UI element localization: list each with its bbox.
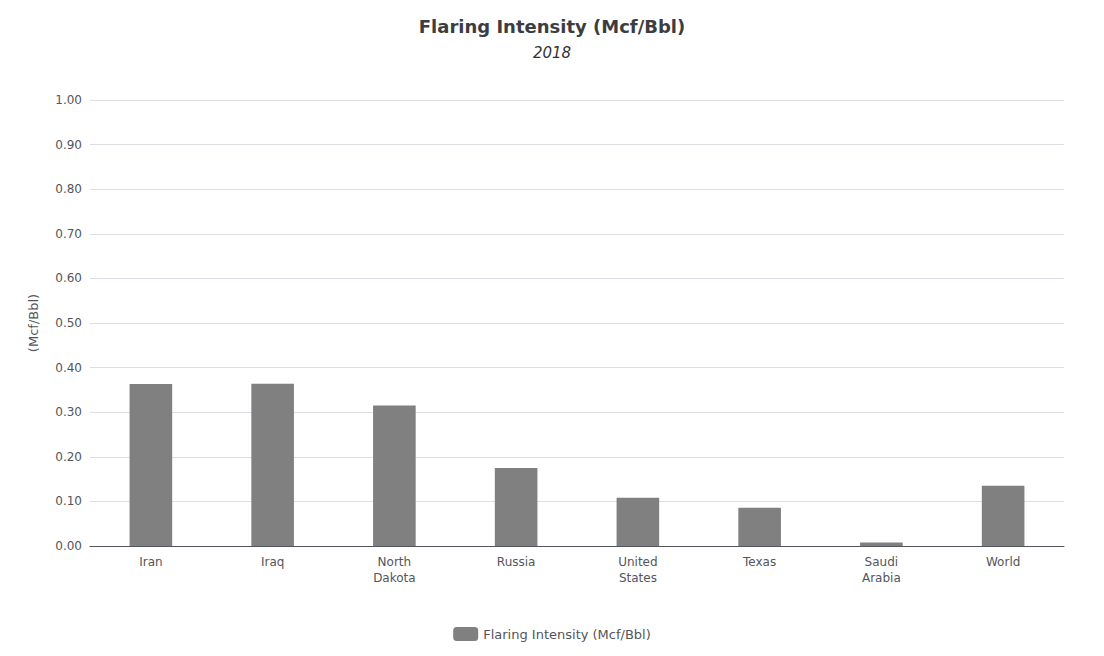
svg-text:Arabia: Arabia bbox=[862, 571, 901, 585]
svg-text:1.00: 1.00 bbox=[55, 93, 82, 107]
svg-text:Iran: Iran bbox=[139, 555, 162, 569]
svg-text:0.60: 0.60 bbox=[55, 271, 82, 285]
svg-text:2018: 2018 bbox=[533, 44, 571, 62]
svg-text:0.20: 0.20 bbox=[55, 450, 82, 464]
svg-text:Saudi: Saudi bbox=[865, 555, 899, 569]
svg-text:(Mcf/Bbl): (Mcf/Bbl) bbox=[26, 294, 41, 352]
svg-text:Dakota: Dakota bbox=[373, 571, 416, 585]
svg-text:World: World bbox=[986, 555, 1020, 569]
svg-text:0.40: 0.40 bbox=[55, 361, 82, 375]
svg-text:Iraq: Iraq bbox=[261, 555, 284, 569]
svg-text:0.50: 0.50 bbox=[55, 316, 82, 330]
svg-text:0.90: 0.90 bbox=[55, 138, 82, 152]
svg-text:0.80: 0.80 bbox=[55, 182, 82, 196]
svg-text:Flaring Intensity (Mcf/Bbl): Flaring Intensity (Mcf/Bbl) bbox=[483, 627, 651, 642]
svg-text:0.30: 0.30 bbox=[55, 405, 82, 419]
svg-text:Russia: Russia bbox=[497, 555, 536, 569]
svg-text:0.10: 0.10 bbox=[55, 494, 82, 508]
svg-text:0.00: 0.00 bbox=[55, 539, 82, 553]
svg-text:North: North bbox=[378, 555, 412, 569]
svg-text:Flaring Intensity (Mcf/Bbl): Flaring Intensity (Mcf/Bbl) bbox=[419, 16, 685, 37]
svg-text:United: United bbox=[618, 555, 657, 569]
svg-text:Texas: Texas bbox=[742, 555, 776, 569]
svg-text:States: States bbox=[619, 571, 657, 585]
svg-text:0.70: 0.70 bbox=[55, 227, 82, 241]
